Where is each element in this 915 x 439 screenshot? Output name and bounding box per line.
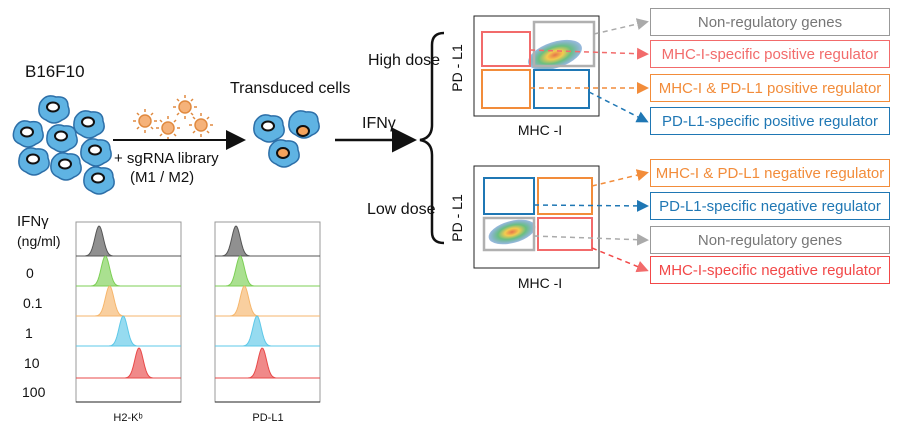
histogram-peak-dose-10 [215,315,320,347]
histogram-title: IFNγ [17,213,49,230]
transduced-label: Transduced cells [230,80,351,97]
connectors-high-dose [529,18,649,123]
histogram-peak-dose-0.1 [215,255,320,287]
category-box-dual-negative: MHC-I & PD-L1 negative regulator [650,159,890,187]
flow-plot-high-dose: PD - L1 MHC -I [449,15,600,138]
gate-nonregulatory-high [532,20,596,68]
connector-pdl1-positive [588,91,649,123]
b16f10-cell-cluster [12,95,115,195]
category-box-pdl1-positive: PD-L1-specific positive regulator [650,107,890,135]
dose-label: 0 [26,265,34,281]
gate-pdl1-positive [533,69,590,109]
connector-nonregulatory [533,233,649,246]
histogram-xlabel-pdl1: PD-L1 [252,412,283,424]
cell-icon [50,152,82,181]
histogram-peak-dose-100 [215,347,320,379]
histogram-peak-dose-0.1 [76,255,181,287]
category-box-nonregulatory-high: Non-regulatory genes [650,8,890,36]
library-label: + sgRNA library [114,150,219,167]
histogram-peak-dose-1 [215,285,320,317]
category-box-nonregulatory-low: Non-regulatory genes [650,226,890,254]
x-axis-label: MHC -I [518,122,562,138]
histogram-xlabel-h2kb: H2-Kᵇ [113,412,142,424]
flow-plot-low-dose: PD - L1 MHC -I [449,165,600,291]
virus-icon [189,113,213,137]
gate-dual-negative [537,177,593,215]
histogram-panel-h2kb [75,221,182,403]
category-box-mhc-positive: MHC-I-specific positive regulator [650,40,890,68]
cell-icon [268,139,300,168]
dose-label: 0.1 [23,295,43,311]
dose-split-brace [419,31,445,245]
lentivirus-particles [133,95,213,140]
virus-icon [173,95,197,119]
histogram-panel-pdl1 [214,221,321,403]
y-axis-label: PD - L1 [449,194,465,242]
category-box-pdl1-negative: PD-L1-specific negative regulator [650,192,890,220]
gate-mhc-positive [481,31,531,67]
histogram-peak-dose-1 [76,285,181,317]
category-box-dual-positive: MHC-I & PD-L1 positive regulator [650,74,890,102]
cell-population-cloud [528,39,582,71]
cell-icon [288,110,320,139]
gate-mhc-negative [537,217,593,251]
connector-pdl1-negative [533,199,649,212]
cell-icon [83,166,115,195]
virus-icon [156,116,180,140]
histogram-peak-dose-0 [215,225,320,257]
connector-mhc-negative [591,247,649,273]
transduced-cell-cluster [253,110,320,168]
histogram-peak-dose-100 [76,347,181,379]
connector-dual-negative [591,169,649,187]
dose-label: 10 [24,355,40,371]
connector-nonregulatory [593,18,649,35]
library-sublabel: (M1 / M2) [130,169,195,186]
ifng-label: IFNγ [362,115,396,132]
cell-icon [38,95,70,124]
virus-icon [133,109,157,133]
histogram-units: (ng/ml) [17,233,61,249]
cell-icon [46,124,78,153]
category-box-mhc-negative: MHC-I-specific negative regulator [650,256,890,284]
high-dose-label: High dose [368,52,441,69]
cell-icon [253,114,285,143]
y-axis-label: PD - L1 [449,44,465,92]
cell-icon [18,147,50,176]
x-axis-label: MHC -I [518,275,562,291]
gate-nonregulatory-low [482,216,536,252]
histogram-peak-dose-10 [76,315,181,347]
connector-mhc-positive [529,47,649,60]
low-dose-label: Low dose [367,201,436,218]
cell-icon [12,120,44,148]
cell-population-cloud [488,219,536,245]
dose-label: 100 [22,384,46,400]
dose-label: 1 [25,325,33,341]
histogram-peak-dose-0 [76,225,181,257]
cell-icon [73,110,105,139]
gate-dual-positive [481,69,531,109]
gate-pdl1-negative [483,177,535,215]
cell-line-label: B16F10 [25,62,85,81]
connectors-low-dose [533,169,649,273]
cell-icon [80,138,112,167]
